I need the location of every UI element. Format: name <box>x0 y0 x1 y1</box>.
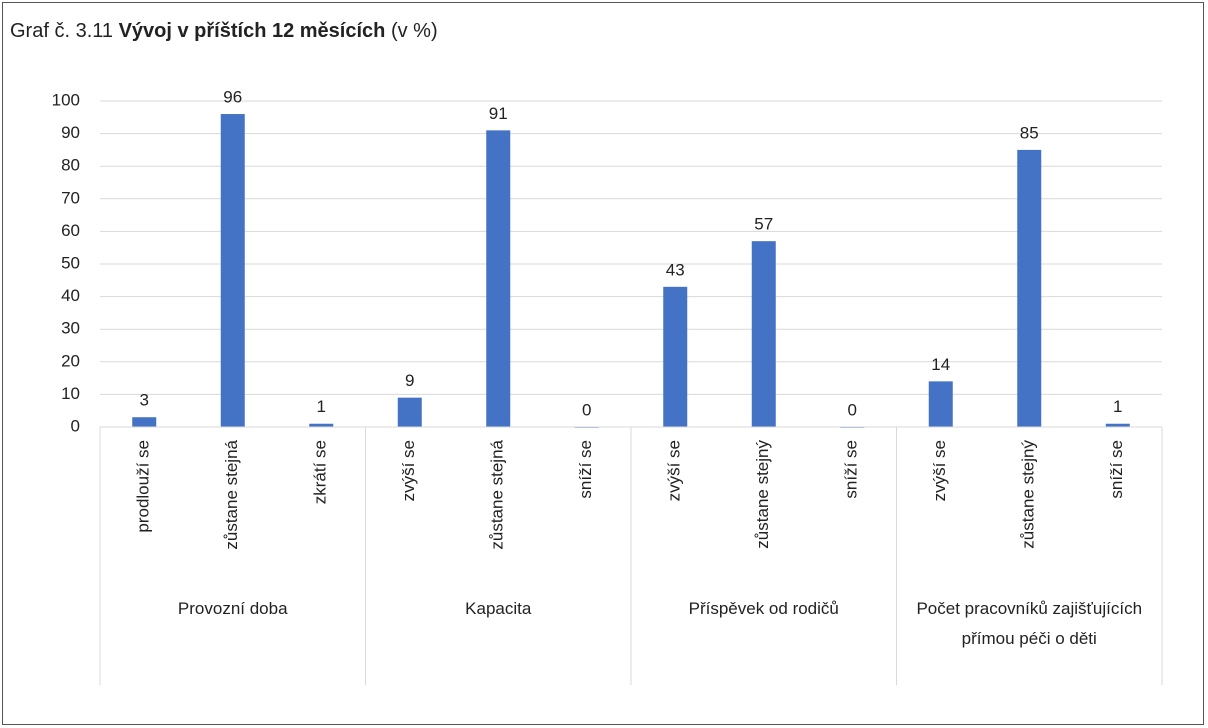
bar <box>751 241 776 427</box>
y-tick-label: 50 <box>61 253 80 272</box>
x-tick-label: prodlouží se <box>134 440 153 533</box>
bar <box>928 381 953 427</box>
x-tick-label: sníží se <box>1107 440 1126 499</box>
group-label: Kapacita <box>465 599 532 618</box>
x-tick-label: zůstane stejný <box>1019 440 1038 549</box>
x-tick-label: zůstane stejná <box>222 439 241 549</box>
x-tick-label: zkrátí se <box>311 440 330 504</box>
x-tick-label: sníží se <box>576 440 595 499</box>
value-label: 43 <box>666 260 685 279</box>
y-tick-label: 80 <box>61 156 80 175</box>
title-main: Vývoj v příštích 12 měsících <box>119 20 386 42</box>
x-tick-label: zvýší se <box>665 440 684 501</box>
group-label: Počet pracovníků zajišťujících přímou pé… <box>916 599 1143 648</box>
group-label: Příspěvek od rodičů <box>688 599 839 618</box>
value-label: 1 <box>317 397 326 416</box>
bar <box>663 286 688 427</box>
bar <box>397 397 422 427</box>
title-prefix: Graf č. 3.11 <box>10 20 113 42</box>
x-tick-label: zůstane stejná <box>488 439 507 549</box>
bar <box>220 114 245 427</box>
chart-title: Graf č. 3.11 Vývoj v příštích 12 měsícíc… <box>10 20 438 42</box>
y-tick-label: 90 <box>61 123 80 142</box>
value-label: 96 <box>223 88 242 107</box>
value-label: 57 <box>754 215 773 234</box>
bar <box>486 130 511 427</box>
y-tick-label: 10 <box>61 384 80 403</box>
value-label: 0 <box>582 400 591 419</box>
bar <box>309 423 334 427</box>
value-label: 1 <box>1113 397 1122 416</box>
y-tick-label: 0 <box>71 416 80 435</box>
value-label: 3 <box>140 391 149 410</box>
y-tick-label: 70 <box>61 188 80 207</box>
x-tick-label: zvýší se <box>930 440 949 501</box>
y-tick-label: 30 <box>61 319 80 338</box>
value-label: 0 <box>848 400 857 419</box>
x-tick-label: zůstane stejný <box>753 440 772 549</box>
y-tick-label: 40 <box>61 286 80 305</box>
title-unit: (v %) <box>391 20 438 42</box>
value-label: 85 <box>1020 123 1039 142</box>
x-tick-label: zvýší se <box>399 440 418 501</box>
y-tick-label: 20 <box>61 351 80 370</box>
x-tick-label: sníží se <box>842 440 861 499</box>
y-tick-label: 100 <box>52 90 80 109</box>
value-label: 9 <box>405 371 414 390</box>
bar <box>1017 149 1042 427</box>
group-label: Provozní doba <box>177 599 288 618</box>
y-tick-label: 60 <box>61 221 80 240</box>
bar <box>132 417 157 427</box>
bar <box>1105 423 1130 427</box>
value-label: 14 <box>931 355 950 374</box>
value-label: 91 <box>489 104 508 123</box>
